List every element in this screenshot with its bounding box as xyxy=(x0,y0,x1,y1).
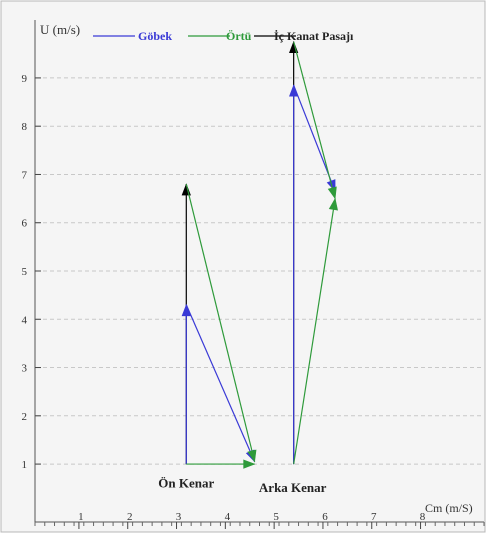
legend: Göbek Örtü İç Kanat Pasajı xyxy=(93,29,354,43)
annotation-arka_kenar: Arka Kenar xyxy=(259,480,327,495)
y-tick-label: 3 xyxy=(22,363,28,375)
legend-label-gobek: Göbek xyxy=(138,29,172,43)
series-ortu-arrowhead-3 xyxy=(327,186,337,200)
grid xyxy=(36,77,484,465)
x-tick-label: 6 xyxy=(322,511,328,523)
y-axis-label: U (m/s) xyxy=(40,22,80,37)
x-tick-label: 8 xyxy=(420,511,426,523)
x-axis-label: Cm (m/S) xyxy=(425,501,473,515)
legend-label-ortu: Örtü xyxy=(226,29,252,43)
annotations: Ön Kenar Arka Kenar xyxy=(158,475,326,495)
y-tick-label: 6 xyxy=(22,218,28,230)
series-ortu-vector-1 xyxy=(185,183,256,462)
y-tick-label: 5 xyxy=(22,266,28,278)
series-ortu-arrowhead-0 xyxy=(243,459,256,469)
series-ortu-arrowhead-1 xyxy=(247,449,257,463)
legend-label-ic: İç Kanat Pasajı xyxy=(274,29,354,43)
y-tick-label: 7 xyxy=(22,169,28,181)
series xyxy=(181,40,338,469)
tick-labels: 1 2 3 4 5 6 7 8 9 1 2 3 4 5 6 7 8 xyxy=(22,73,485,529)
x-tick-label: 2 xyxy=(127,511,133,523)
x-tick-label: 4 xyxy=(225,511,231,523)
series-ortu-vector-3 xyxy=(293,41,336,199)
annotation-on_kenar: Ön Kenar xyxy=(158,475,214,490)
x-tick-label: 7 xyxy=(371,511,377,523)
y-tick-label: 4 xyxy=(22,314,28,326)
series-gobek-vector-1 xyxy=(185,304,256,462)
y-tick-label: 8 xyxy=(22,121,28,133)
y-tick-label: 9 xyxy=(22,73,28,85)
series-ortu-arrowhead-2 xyxy=(328,197,338,211)
x-tick-label: 3 xyxy=(176,511,182,523)
y-tick-label: 1 xyxy=(22,459,28,471)
x-tick-label: 5 xyxy=(273,511,279,523)
x-tick-label: 1 xyxy=(78,511,84,523)
y-tick-label: 2 xyxy=(22,411,28,423)
series-ortu-vector-2 xyxy=(293,198,336,465)
